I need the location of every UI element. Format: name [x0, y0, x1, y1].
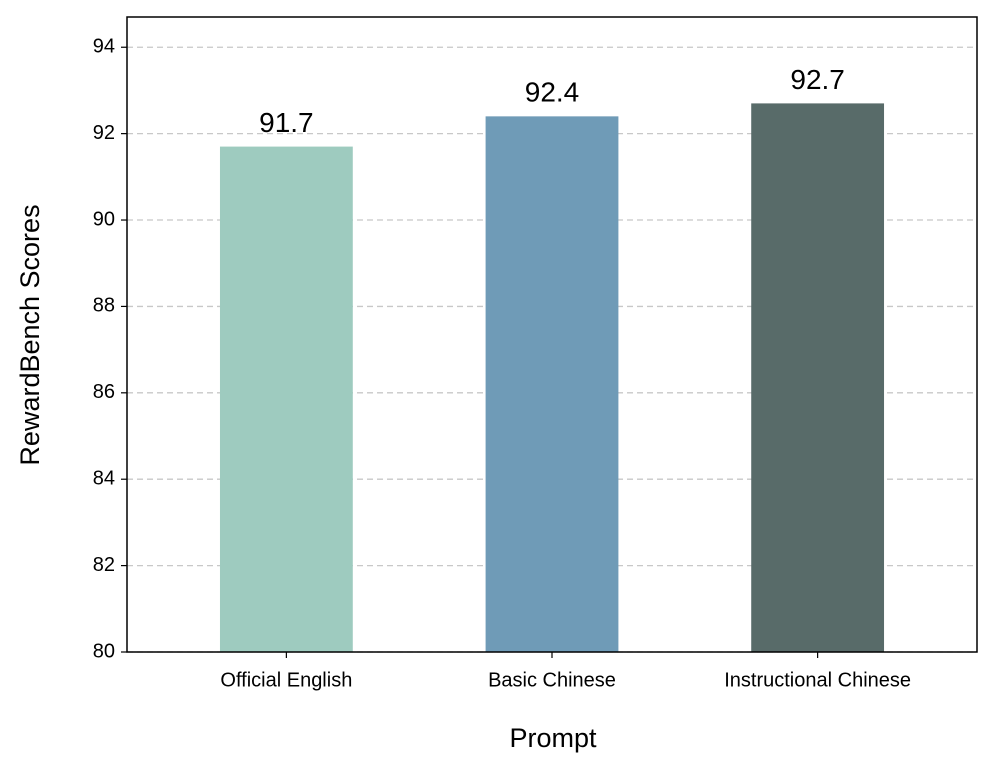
y-tick-label: 84	[93, 467, 115, 489]
value-label: 92.4	[525, 77, 580, 108]
y-tick-label: 94	[93, 36, 115, 58]
bar	[751, 103, 885, 653]
x-tick-label: Instructional Chinese	[724, 669, 911, 691]
x-tick-label: Official English	[220, 669, 352, 691]
y-tick-label: 86	[93, 381, 115, 403]
value-label: 91.7	[259, 107, 314, 138]
plot-frame	[126, 16, 978, 653]
y-tick-label: 80	[93, 640, 115, 662]
y-tick-label: 90	[93, 208, 115, 230]
y-axis-label: RewardBench Scores	[15, 204, 45, 465]
bar	[219, 146, 353, 652]
y-tick-label: 92	[93, 122, 115, 144]
bar	[485, 116, 619, 652]
y-tick-label: 82	[93, 554, 115, 576]
value-label: 92.7	[790, 64, 845, 95]
y-tick-label: 88	[93, 295, 115, 317]
x-tick-label: Basic Chinese	[488, 669, 616, 691]
x-axis-label: Prompt	[509, 723, 597, 753]
